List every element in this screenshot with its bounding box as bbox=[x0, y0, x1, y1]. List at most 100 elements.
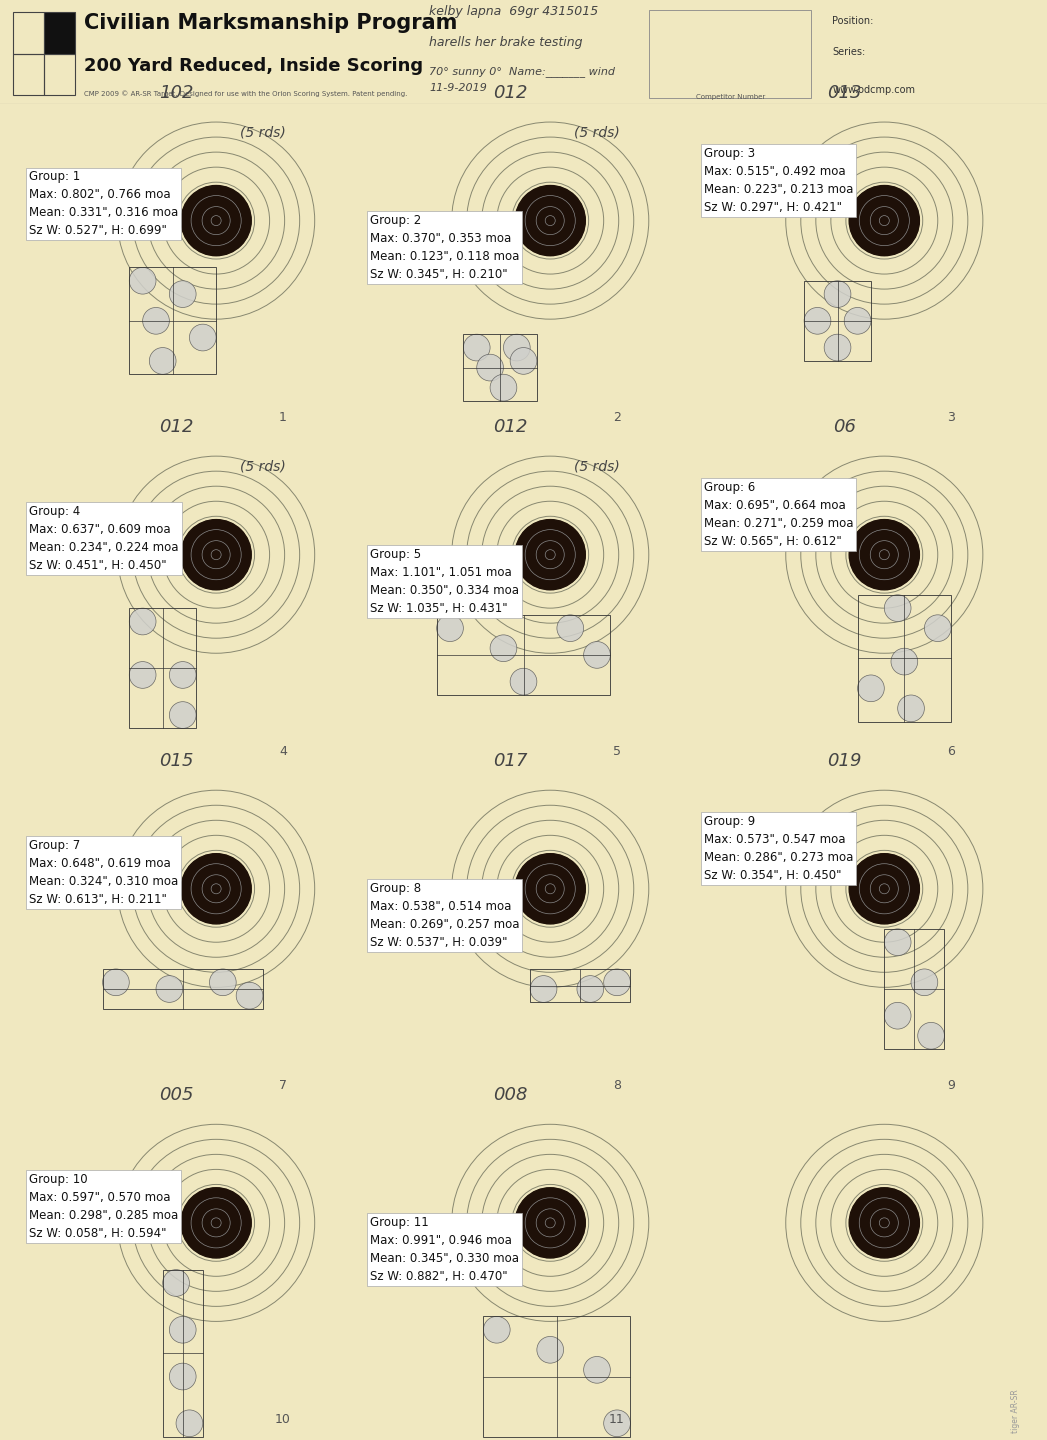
Circle shape bbox=[476, 354, 504, 382]
Circle shape bbox=[170, 701, 196, 729]
Circle shape bbox=[897, 696, 925, 721]
Text: Competitor Number: Competitor Number bbox=[696, 94, 765, 99]
Circle shape bbox=[117, 791, 315, 988]
Text: (5 rds): (5 rds) bbox=[574, 459, 620, 474]
Circle shape bbox=[557, 615, 583, 642]
Circle shape bbox=[824, 334, 851, 361]
Circle shape bbox=[162, 1270, 190, 1296]
Circle shape bbox=[911, 969, 938, 995]
Text: Series:: Series: bbox=[832, 46, 866, 56]
Circle shape bbox=[918, 1022, 944, 1050]
Text: Group: 8
Max: 0.538", 0.514 moa
Mean: 0.269", 0.257 moa
Sz W: 0.537", H: 0.039": Group: 8 Max: 0.538", 0.514 moa Mean: 0.… bbox=[370, 883, 519, 949]
Circle shape bbox=[129, 661, 156, 688]
Circle shape bbox=[103, 969, 129, 995]
Text: tiger AR-SR: tiger AR-SR bbox=[1010, 1390, 1020, 1433]
Text: kelby lapna  69gr 4315015: kelby lapna 69gr 4315015 bbox=[429, 6, 599, 19]
Text: Civilian Marksmanship Program: Civilian Marksmanship Program bbox=[84, 13, 458, 33]
Circle shape bbox=[885, 1002, 911, 1030]
Circle shape bbox=[604, 1410, 630, 1437]
Circle shape bbox=[849, 854, 919, 924]
Text: Group: 7
Max: 0.648", 0.619 moa
Mean: 0.324", 0.310 moa
Sz W: 0.613", H: 0.211": Group: 7 Max: 0.648", 0.619 moa Mean: 0.… bbox=[29, 838, 178, 906]
Circle shape bbox=[577, 976, 604, 1002]
Circle shape bbox=[170, 281, 196, 308]
Text: 8: 8 bbox=[614, 1079, 621, 1092]
Circle shape bbox=[170, 1364, 196, 1390]
Text: 012: 012 bbox=[159, 418, 194, 436]
Circle shape bbox=[117, 1125, 315, 1322]
Circle shape bbox=[515, 854, 585, 924]
Text: 7: 7 bbox=[279, 1079, 287, 1092]
Text: Group: 4
Max: 0.637", 0.609 moa
Mean: 0.234", 0.224 moa
Sz W: 0.451", H: 0.450": Group: 4 Max: 0.637", 0.609 moa Mean: 0.… bbox=[29, 504, 179, 572]
Bar bbox=[885, 929, 944, 1050]
Circle shape bbox=[583, 1356, 610, 1384]
Circle shape bbox=[484, 1316, 510, 1344]
Circle shape bbox=[150, 347, 176, 374]
Circle shape bbox=[510, 347, 537, 374]
Text: CMP 2009 © AR-SR Target. Designed for use with the Orion Scoring System. Patent : CMP 2009 © AR-SR Target. Designed for us… bbox=[84, 91, 407, 98]
Text: 70° sunny 0°  Name:_______ wind: 70° sunny 0° Name:_______ wind bbox=[429, 66, 616, 78]
Circle shape bbox=[804, 308, 831, 334]
Bar bbox=[13, 13, 44, 53]
Circle shape bbox=[181, 854, 251, 924]
Circle shape bbox=[844, 308, 871, 334]
Text: (5 rds): (5 rds) bbox=[240, 459, 286, 474]
Circle shape bbox=[530, 976, 557, 1002]
Text: (5 rds): (5 rds) bbox=[240, 125, 286, 140]
Circle shape bbox=[885, 595, 911, 622]
Circle shape bbox=[437, 615, 464, 642]
Circle shape bbox=[181, 520, 251, 590]
Text: 06: 06 bbox=[832, 418, 855, 436]
Text: Group: 5
Max: 1.101", 1.051 moa
Mean: 0.350", 0.334 moa
Sz W: 1.035", H: 0.431": Group: 5 Max: 1.101", 1.051 moa Mean: 0.… bbox=[370, 549, 519, 615]
Circle shape bbox=[170, 661, 196, 688]
Circle shape bbox=[515, 186, 585, 256]
Bar bbox=[437, 615, 610, 696]
Circle shape bbox=[925, 615, 951, 642]
Circle shape bbox=[510, 668, 537, 696]
Text: Position:: Position: bbox=[832, 16, 874, 26]
Text: Group: 3
Max: 0.515", 0.492 moa
Mean: 0.223", 0.213 moa
Sz W: 0.297", H: 0.421": Group: 3 Max: 0.515", 0.492 moa Mean: 0.… bbox=[704, 147, 853, 215]
Circle shape bbox=[237, 982, 263, 1009]
Text: 015: 015 bbox=[159, 752, 194, 770]
Text: Group: 1
Max: 0.802", 0.766 moa
Mean: 0.331", 0.316 moa
Sz W: 0.527", H: 0.699": Group: 1 Max: 0.802", 0.766 moa Mean: 0.… bbox=[29, 170, 178, 238]
Circle shape bbox=[849, 520, 919, 590]
Circle shape bbox=[490, 374, 517, 400]
Bar bbox=[530, 969, 630, 1002]
Circle shape bbox=[537, 1336, 563, 1364]
Circle shape bbox=[857, 675, 885, 701]
Bar bbox=[13, 53, 44, 95]
Circle shape bbox=[209, 969, 237, 995]
Text: 5: 5 bbox=[614, 744, 621, 757]
Circle shape bbox=[117, 122, 315, 320]
Text: 200 Yard Reduced, Inside Scoring: 200 Yard Reduced, Inside Scoring bbox=[84, 58, 423, 75]
Bar bbox=[44, 53, 75, 95]
Bar bbox=[162, 1270, 203, 1437]
Circle shape bbox=[885, 929, 911, 956]
Bar bbox=[649, 10, 811, 98]
Text: www.odcmp.com: www.odcmp.com bbox=[832, 85, 915, 95]
Circle shape bbox=[170, 1316, 196, 1344]
Bar bbox=[129, 608, 196, 729]
Text: 10: 10 bbox=[275, 1413, 291, 1426]
Circle shape bbox=[824, 281, 851, 308]
Text: 005: 005 bbox=[159, 1086, 194, 1104]
Circle shape bbox=[891, 648, 918, 675]
Bar bbox=[103, 969, 263, 1009]
Circle shape bbox=[190, 324, 216, 351]
Bar bbox=[857, 595, 951, 721]
Text: 102: 102 bbox=[159, 84, 194, 102]
Text: Group: 11
Max: 0.991", 0.946 moa
Mean: 0.345", 0.330 moa
Sz W: 0.882", H: 0.470": Group: 11 Max: 0.991", 0.946 moa Mean: 0… bbox=[370, 1217, 519, 1283]
Text: Group: 10
Max: 0.597", 0.570 moa
Mean: 0.298", 0.285 moa
Sz W: 0.058", H: 0.594": Group: 10 Max: 0.597", 0.570 moa Mean: 0… bbox=[29, 1172, 178, 1240]
Bar bbox=[129, 268, 216, 374]
Text: 6: 6 bbox=[948, 744, 955, 757]
Circle shape bbox=[849, 1188, 919, 1259]
Circle shape bbox=[451, 791, 649, 988]
Circle shape bbox=[583, 642, 610, 668]
Text: 008: 008 bbox=[493, 1086, 528, 1104]
Circle shape bbox=[785, 456, 983, 654]
Circle shape bbox=[604, 969, 630, 995]
Text: 013: 013 bbox=[827, 84, 862, 102]
Bar bbox=[484, 1316, 630, 1437]
Text: 2: 2 bbox=[614, 410, 621, 423]
Text: Group: 6
Max: 0.695", 0.664 moa
Mean: 0.271", 0.259 moa
Sz W: 0.565", H: 0.612": Group: 6 Max: 0.695", 0.664 moa Mean: 0.… bbox=[704, 481, 853, 549]
Circle shape bbox=[785, 122, 983, 320]
